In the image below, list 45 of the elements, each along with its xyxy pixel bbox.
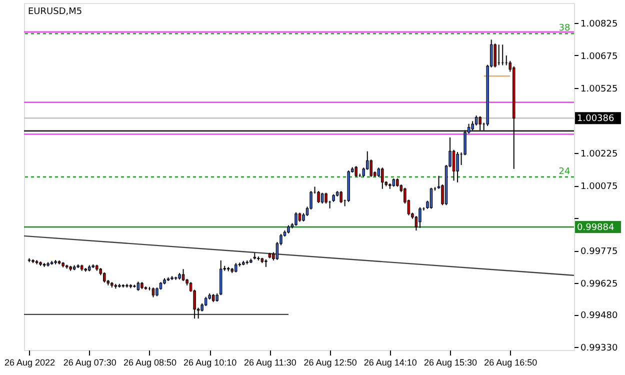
chart-title: EURUSD,M5 [28,7,82,17]
candlestick [478,116,482,131]
candlestick [381,167,384,190]
candlestick [474,115,478,126]
candlestick [324,192,328,204]
x-tick-label: 26 Aug 08:50 [123,358,177,368]
x-tick-label: 26 Aug 16:50 [484,358,538,368]
ref-line-label: 0.99884 [577,223,614,234]
y-tick-label: 1.00675 [580,52,618,62]
y-tick-label: 0.99480 [580,311,618,322]
y-tick-label: 0.99330 [580,344,618,354]
annotation: 38 [558,24,571,34]
x-tick-label: 26 Aug 07:30 [63,358,116,368]
x-tick-label: 26 Aug 14:10 [364,358,417,368]
candlestick [103,272,106,284]
x-tick-label: 26 Aug 11:30 [244,358,296,368]
candlestick [136,281,140,292]
annotation: 24 [558,166,571,177]
candlestick [452,149,456,182]
candlestick [456,151,459,183]
y-tick-label: 1.00525 [580,84,618,95]
candlestick [320,192,324,204]
candlestick [340,190,342,204]
candlestick [234,262,238,273]
candlestick [354,166,358,178]
y-tick-label: 0.99775 [580,247,618,258]
candlestick [317,190,320,204]
candlestick [152,287,155,298]
ref-line-label: 1.00386 [577,114,614,124]
candlestick [182,268,185,282]
x-tick-label: 26 Aug 12:50 [304,358,357,368]
y-tick-label: 1.00225 [580,150,618,160]
candlestick [494,43,496,68]
x-tick-label: 26 Aug 15:30 [424,358,478,368]
candlestick [471,120,474,131]
y-tick-label: 1.00075 [580,182,618,192]
x-tick-label: 26 Aug 10:10 [184,358,237,368]
candlestick [204,296,208,306]
candlestick [294,212,298,226]
candlestick [430,187,433,210]
y-tick-label: 0.99625 [580,280,618,290]
candlestick [298,212,302,222]
x-tick-label: 26 Aug 2022 [4,358,56,368]
y-tick-label: 1.00825 [580,19,618,30]
candlestick [418,206,422,228]
